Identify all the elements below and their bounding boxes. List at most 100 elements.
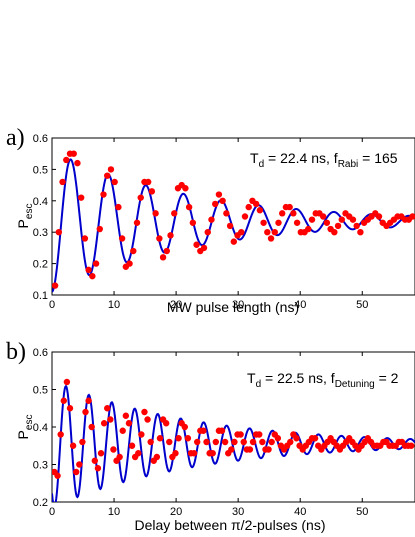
data-point	[85, 397, 92, 404]
data-point	[184, 435, 192, 442]
y-tick-label: 0.4	[33, 196, 48, 208]
data-point	[238, 229, 245, 236]
y-axis-label-b-main: P	[15, 430, 31, 439]
data-point	[252, 200, 260, 208]
data-point	[55, 229, 63, 236]
data-point	[171, 210, 178, 217]
data-point	[181, 423, 188, 431]
data-point	[104, 172, 111, 179]
data-point	[271, 229, 278, 236]
data-point	[59, 178, 66, 186]
data-point	[89, 272, 96, 280]
data-point	[156, 435, 164, 442]
data-point	[203, 438, 210, 446]
data-point	[265, 446, 272, 453]
annot-a-t: T	[250, 150, 259, 166]
data-point	[63, 156, 70, 164]
data-point	[218, 427, 226, 434]
data-point	[249, 438, 257, 446]
data-point	[293, 219, 301, 226]
annot-a-f-sub: Rabi	[338, 159, 359, 170]
y-axis-label-b-sub: esc	[24, 415, 35, 431]
data-point	[66, 405, 74, 412]
y-tick-label: 0.3	[33, 460, 48, 472]
annot-b-f-sub: Detuning	[335, 379, 375, 390]
ticks-b: 0 10 20 30 40 50 0.2 0.3 0.4 0.5 0.6	[33, 347, 369, 518]
data-point	[193, 241, 200, 248]
data-point	[215, 191, 223, 198]
data-point	[70, 150, 77, 157]
data-point	[128, 442, 136, 449]
y-axis-label-a: Pesc	[15, 204, 35, 229]
data-point	[353, 222, 360, 230]
data-point	[141, 408, 148, 416]
annot-b-f-value: = 2	[375, 370, 399, 386]
data-point	[125, 420, 133, 427]
data-point	[153, 453, 161, 461]
data-point	[122, 412, 130, 419]
data-point	[256, 431, 263, 438]
data-point	[147, 438, 154, 446]
y-tick-label: 0.1	[33, 290, 48, 302]
data-point	[209, 450, 216, 457]
data-point	[190, 450, 198, 457]
data-point	[96, 225, 103, 233]
data-point	[221, 438, 229, 446]
annotation-a: Td = 22.4 ns, fRabi = 165	[250, 150, 398, 170]
data-point	[135, 450, 142, 457]
data-point	[409, 213, 415, 220]
fit-curve-a	[52, 158, 415, 293]
y-tick-label: 0.5	[33, 385, 48, 397]
data-point	[375, 213, 383, 220]
data-point	[88, 423, 95, 431]
data-point	[338, 216, 345, 223]
annot-b-t-value: = 22.5 ns, f	[261, 370, 335, 386]
ticks-a: 0 10 20 30 40 50 0.1 0.2 0.3 0.4 0.5 0.6	[33, 133, 369, 311]
data-point	[100, 191, 107, 198]
data-point	[133, 219, 141, 226]
data-point	[286, 203, 293, 211]
data-point	[148, 188, 156, 195]
x-tick-label: 0	[49, 299, 55, 311]
data-point	[54, 472, 61, 479]
data-point	[166, 438, 173, 446]
data-point	[237, 431, 244, 438]
data-point	[82, 408, 89, 416]
x-tick-label: 20	[170, 299, 182, 311]
data-point	[264, 229, 271, 236]
data-point	[185, 203, 193, 211]
y-tick-label: 0.3	[33, 227, 48, 239]
annot-a-f-value: = 165	[358, 150, 398, 166]
data-point	[200, 244, 208, 252]
data-point	[240, 438, 247, 446]
annotation-b: Td = 22.5 ns, fDetuning = 2	[247, 370, 399, 390]
data-point	[194, 438, 201, 446]
y-axis-label-a-sub: esc	[24, 204, 35, 220]
data-point	[97, 450, 105, 457]
data-point	[60, 397, 67, 404]
x-tick-label: 30	[232, 299, 244, 311]
data-points-a	[52, 150, 415, 289]
data-point	[223, 210, 230, 217]
data-point	[57, 431, 64, 438]
data-point	[268, 438, 275, 446]
data-point	[204, 229, 211, 236]
panel-a: a) 0 10 20 30 40 50 0.1 0.2 0.3 0.4 0.5 0.6 MW puls…	[6, 125, 415, 315]
annot-a-t-value: = 22.4 ns, f	[264, 150, 338, 166]
data-point	[189, 219, 197, 226]
data-point	[144, 416, 151, 423]
data-point	[256, 207, 264, 214]
data-point	[118, 235, 126, 242]
y-tick-label: 0.4	[33, 422, 48, 434]
data-point	[208, 216, 215, 223]
data-point	[63, 378, 71, 386]
data-point	[104, 405, 111, 412]
data-point	[163, 247, 170, 255]
data-point	[159, 254, 167, 261]
data-point	[305, 225, 312, 233]
data-point	[107, 166, 115, 173]
y-tick-label: 0.5	[33, 164, 48, 176]
y-axis-label-a-main: P	[15, 219, 31, 228]
data-point	[212, 438, 220, 446]
